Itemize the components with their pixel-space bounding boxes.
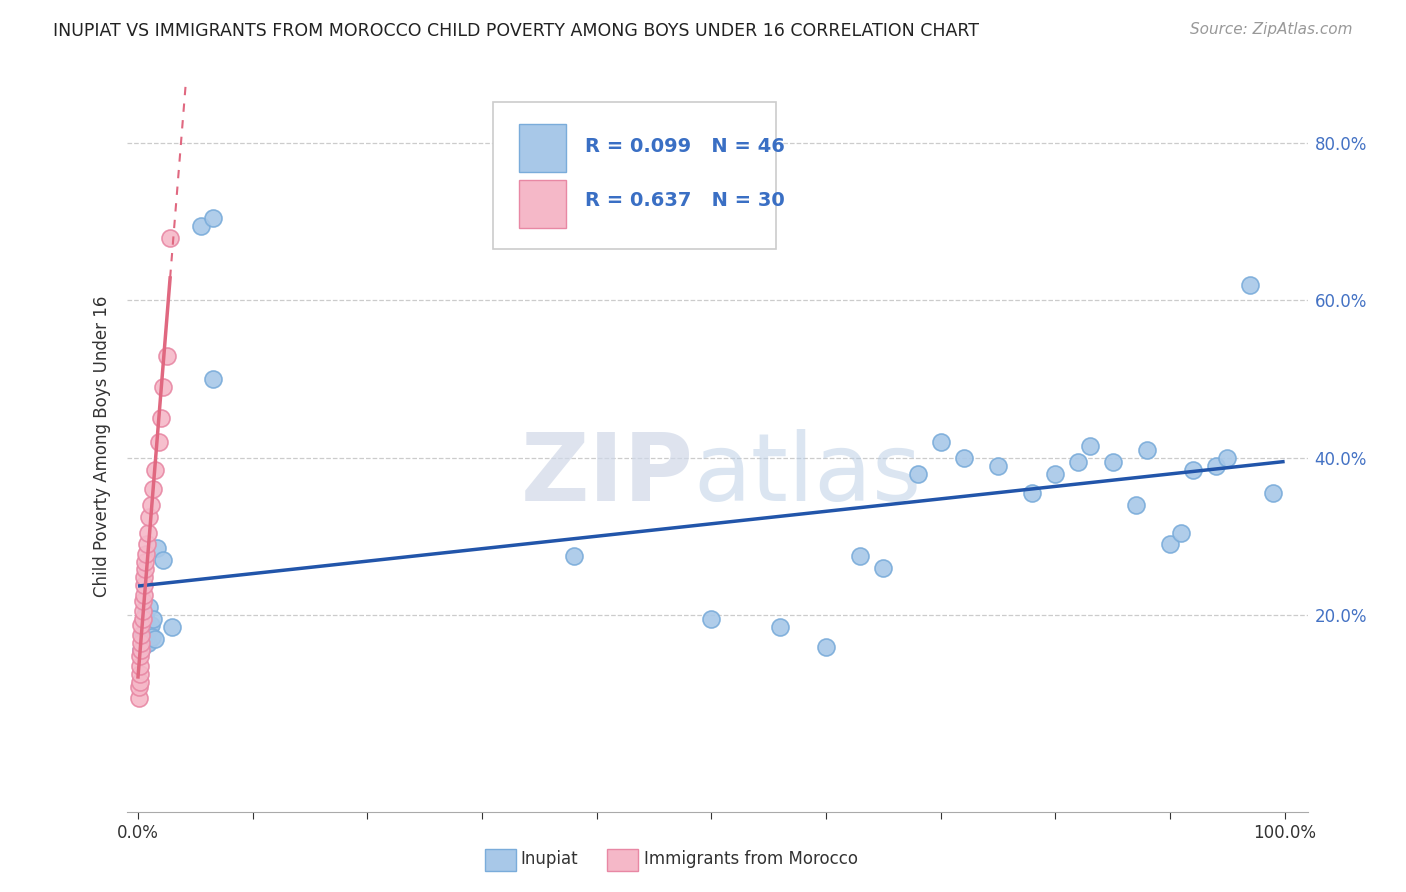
Point (131, 594, 153, 608)
Point (814, 640, 837, 654)
Point (156, 349, 179, 363)
Point (129, 659, 152, 673)
Point (201, 372, 224, 386)
Point (135, 615, 157, 629)
Y-axis label: Child Poverty Among Boys Under 16: Child Poverty Among Boys Under 16 (93, 295, 111, 597)
Text: Immigrants from Morocco: Immigrants from Morocco (644, 850, 858, 868)
Point (135, 547, 157, 561)
Point (143, 632, 166, 646)
Point (148, 435, 170, 450)
Point (131, 617, 153, 632)
Point (138, 622, 160, 636)
Point (1205, 458, 1227, 473)
Point (132, 578, 155, 592)
Text: INUPIAT VS IMMIGRANTS FROM MOROCCO CHILD POVERTY AMONG BOYS UNDER 16 CORRELATION: INUPIAT VS IMMIGRANTS FROM MOROCCO CHILD… (53, 22, 980, 40)
Point (562, 549, 585, 563)
Point (131, 635, 153, 649)
Point (1101, 455, 1123, 469)
Point (131, 628, 153, 642)
Point (872, 561, 894, 575)
Text: R = 0.099   N = 46: R = 0.099 N = 46 (585, 136, 785, 155)
Point (134, 555, 156, 569)
Point (1067, 455, 1090, 469)
Point (131, 643, 153, 657)
Point (1078, 439, 1101, 453)
Point (131, 643, 153, 657)
Point (1136, 442, 1159, 457)
Point (132, 638, 155, 652)
Point (143, 462, 166, 476)
Point (142, 612, 165, 626)
Point (141, 630, 163, 644)
Point (139, 498, 162, 512)
Point (146, 541, 169, 556)
Point (1045, 467, 1067, 481)
Point (1170, 525, 1192, 540)
Point (129, 648, 152, 663)
Point (1159, 537, 1181, 551)
Point (128, 690, 150, 705)
Point (159, 230, 181, 244)
FancyBboxPatch shape (492, 103, 776, 249)
Point (190, 219, 212, 233)
FancyBboxPatch shape (519, 180, 565, 228)
Point (136, 625, 159, 640)
Point (849, 549, 872, 563)
Text: ZIP: ZIP (520, 429, 693, 521)
Point (139, 617, 162, 632)
Point (131, 628, 153, 642)
Point (1216, 450, 1239, 465)
Point (134, 608, 156, 623)
Point (134, 624, 156, 638)
Point (129, 675, 152, 690)
Point (136, 537, 159, 551)
Point (142, 482, 165, 496)
Point (149, 411, 172, 425)
Point (152, 553, 174, 567)
Point (1125, 498, 1147, 512)
Point (134, 562, 156, 576)
Point (987, 458, 1010, 473)
Point (929, 435, 952, 450)
Point (136, 525, 159, 540)
Text: Source: ZipAtlas.com: Source: ZipAtlas.com (1189, 22, 1353, 37)
Point (128, 681, 150, 695)
Point (152, 380, 174, 394)
Point (700, 612, 723, 626)
Point (1021, 486, 1043, 500)
Text: Inupiat: Inupiat (520, 850, 578, 868)
Point (769, 620, 792, 634)
Point (135, 633, 157, 648)
Point (132, 589, 155, 603)
Point (952, 450, 974, 465)
FancyBboxPatch shape (519, 124, 565, 171)
Text: R = 0.637   N = 30: R = 0.637 N = 30 (585, 192, 785, 211)
Point (132, 570, 155, 584)
Point (201, 211, 224, 225)
Point (136, 635, 159, 649)
Point (138, 600, 160, 615)
Point (131, 612, 153, 626)
Point (1239, 277, 1261, 292)
Point (138, 509, 160, 524)
Text: atlas: atlas (693, 429, 922, 521)
Point (129, 667, 152, 681)
Point (1263, 486, 1285, 500)
Point (907, 467, 929, 481)
Point (1181, 462, 1204, 476)
Point (132, 612, 155, 626)
Point (131, 604, 153, 618)
Point (162, 620, 184, 634)
